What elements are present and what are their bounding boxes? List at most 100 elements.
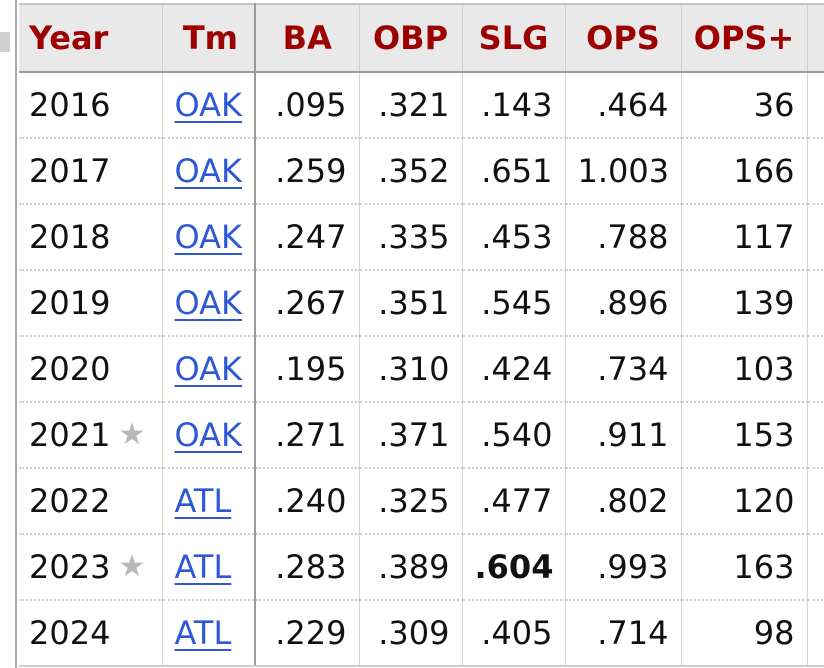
table-row: 2020 OAK .195 .310 .424 .734 103 — [19, 336, 824, 403]
ops-cell: .464 — [565, 72, 682, 139]
team-cell: OAK — [162, 402, 256, 469]
ops-plus-cell: 166 — [681, 138, 808, 205]
column-header-obp[interactable]: OBP — [359, 3, 463, 73]
obp-cell: .325 — [359, 468, 463, 535]
column-header-slg[interactable]: SLG — [462, 3, 566, 73]
overflow-cell — [806, 600, 824, 667]
team-cell: OAK — [162, 336, 256, 403]
team-link[interactable]: OAK — [174, 218, 243, 256]
team-link[interactable]: ATL — [174, 614, 232, 652]
column-header-ba[interactable]: BA — [255, 3, 360, 73]
column-header-team[interactable]: Tm — [162, 3, 256, 73]
obp-cell: .389 — [359, 534, 463, 601]
ba-cell: .247 — [255, 204, 360, 271]
slg-cell: .545 — [462, 270, 566, 337]
slg-cell: .651 — [462, 138, 566, 205]
year-cell: 2024 — [19, 600, 163, 667]
year-cell: 2022 — [19, 468, 163, 535]
ops-cell: .788 — [565, 204, 682, 271]
obp-cell: .352 — [359, 138, 463, 205]
ops-plus-cell: 103 — [681, 336, 808, 403]
slg-cell: .540 — [462, 402, 566, 469]
table-row: 2024 ATL .229 .309 .405 .714 98 — [19, 600, 824, 667]
year-value: 2017 — [29, 152, 111, 190]
year-cell: 2020 — [19, 336, 163, 403]
obp-cell: .321 — [359, 72, 463, 139]
team-link[interactable]: OAK — [174, 152, 243, 190]
ops-plus-cell: 139 — [681, 270, 808, 337]
ops-plus-cell: 120 — [681, 468, 808, 535]
year-value: 2024 — [29, 614, 111, 652]
ba-cell: .271 — [255, 402, 360, 469]
ba-cell: .095 — [255, 72, 360, 139]
obp-cell: .309 — [359, 600, 463, 667]
team-cell: ATL — [162, 468, 256, 535]
ops-cell: .802 — [565, 468, 682, 535]
year-value: 2020 — [29, 350, 111, 388]
team-link[interactable]: OAK — [174, 416, 243, 454]
team-link[interactable]: ATL — [174, 482, 232, 520]
overflow-cell — [806, 270, 824, 337]
year-cell: 2018 — [19, 204, 163, 271]
ba-cell: .259 — [255, 138, 360, 205]
scroll-edge-marker — [0, 32, 10, 52]
ops-cell: 1.003 — [565, 138, 682, 205]
year-cell: 2017 — [19, 138, 163, 205]
obp-cell: .371 — [359, 402, 463, 469]
slg-cell: .143 — [462, 72, 566, 139]
overflow-cell — [806, 402, 824, 469]
year-cell: 2021 ★ — [19, 402, 163, 469]
year-cell: 2016 — [19, 72, 163, 139]
team-cell: ATL — [162, 534, 256, 601]
overflow-cell — [806, 468, 824, 535]
year-value: 2022 — [29, 482, 111, 520]
obp-cell: .335 — [359, 204, 463, 271]
year-value: 2016 — [29, 86, 111, 124]
table-row: 2017 OAK .259 .352 .651 1.003 166 — [19, 138, 824, 205]
slg-cell: .405 — [462, 600, 566, 667]
year-value: 2021 — [29, 416, 111, 454]
ba-cell: .283 — [255, 534, 360, 601]
ops-cell: .714 — [565, 600, 682, 667]
ops-plus-cell: 117 — [681, 204, 808, 271]
year-cell: 2019 — [19, 270, 163, 337]
slg-cell: .424 — [462, 336, 566, 403]
slg-cell: .453 — [462, 204, 566, 271]
star-icon: ★ — [118, 549, 146, 584]
table-row: 2019 OAK .267 .351 .545 .896 139 — [19, 270, 824, 337]
overflow-cell — [806, 138, 824, 205]
column-header-ops[interactable]: OPS — [565, 3, 682, 73]
obp-cell: .310 — [359, 336, 463, 403]
team-link[interactable]: OAK — [174, 86, 243, 124]
slg-cell-league-leader: .604 — [462, 534, 566, 601]
team-cell: OAK — [162, 270, 256, 337]
team-cell: OAK — [162, 72, 256, 139]
column-header-year[interactable]: Year — [19, 3, 163, 73]
star-icon: ★ — [118, 417, 146, 452]
team-link[interactable]: OAK — [174, 350, 243, 388]
ops-plus-cell: 98 — [681, 600, 808, 667]
year-value: 2019 — [29, 284, 111, 322]
ops-plus-cell: 153 — [681, 402, 808, 469]
overflow-cell — [806, 534, 824, 601]
column-header-ops-plus[interactable]: OPS+ — [681, 3, 808, 73]
ops-cell: .993 — [565, 534, 682, 601]
slg-cell: .477 — [462, 468, 566, 535]
ba-cell: .240 — [255, 468, 360, 535]
ba-cell: .195 — [255, 336, 360, 403]
table-row: 2022 ATL .240 .325 .477 .802 120 — [19, 468, 824, 535]
team-link[interactable]: OAK — [174, 284, 243, 322]
overflow-cell — [806, 336, 824, 403]
ops-plus-cell: 163 — [681, 534, 808, 601]
team-cell: ATL — [162, 600, 256, 667]
year-value: 2018 — [29, 218, 111, 256]
obp-cell: .351 — [359, 270, 463, 337]
column-header-overflow — [807, 3, 824, 73]
team-cell: OAK — [162, 204, 256, 271]
ops-plus-cell: 36 — [681, 72, 808, 139]
table-body: 2016 OAK .095 .321 .143 .464 36 2017 OAK… — [19, 72, 824, 667]
team-link[interactable]: ATL — [174, 548, 232, 586]
ba-cell: .267 — [255, 270, 360, 337]
batting-stats-table: Year Tm BA OBP SLG OPS OPS+ 2016 OAK .09… — [19, 3, 824, 667]
